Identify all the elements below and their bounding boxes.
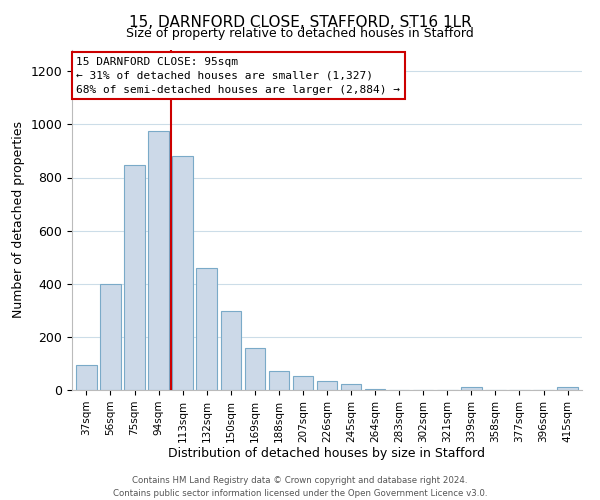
- Text: 15 DARNFORD CLOSE: 95sqm
← 31% of detached houses are smaller (1,327)
68% of sem: 15 DARNFORD CLOSE: 95sqm ← 31% of detach…: [76, 56, 400, 94]
- Bar: [245, 348, 265, 390]
- Bar: [557, 387, 578, 390]
- Bar: [124, 165, 145, 390]
- Bar: [341, 384, 361, 390]
- Bar: [221, 311, 241, 390]
- Bar: [293, 376, 313, 390]
- Bar: [100, 284, 121, 390]
- Bar: [365, 388, 385, 390]
- Bar: [317, 380, 337, 390]
- Bar: [196, 268, 217, 390]
- Text: Contains HM Land Registry data © Crown copyright and database right 2024.
Contai: Contains HM Land Registry data © Crown c…: [113, 476, 487, 498]
- Bar: [76, 365, 97, 390]
- Text: 15, DARNFORD CLOSE, STAFFORD, ST16 1LR: 15, DARNFORD CLOSE, STAFFORD, ST16 1LR: [128, 15, 472, 30]
- Bar: [269, 370, 289, 390]
- X-axis label: Distribution of detached houses by size in Stafford: Distribution of detached houses by size …: [169, 448, 485, 460]
- Text: Size of property relative to detached houses in Stafford: Size of property relative to detached ho…: [126, 28, 474, 40]
- Y-axis label: Number of detached properties: Number of detached properties: [12, 122, 25, 318]
- Bar: [148, 131, 169, 390]
- Bar: [172, 156, 193, 390]
- Bar: [461, 387, 482, 390]
